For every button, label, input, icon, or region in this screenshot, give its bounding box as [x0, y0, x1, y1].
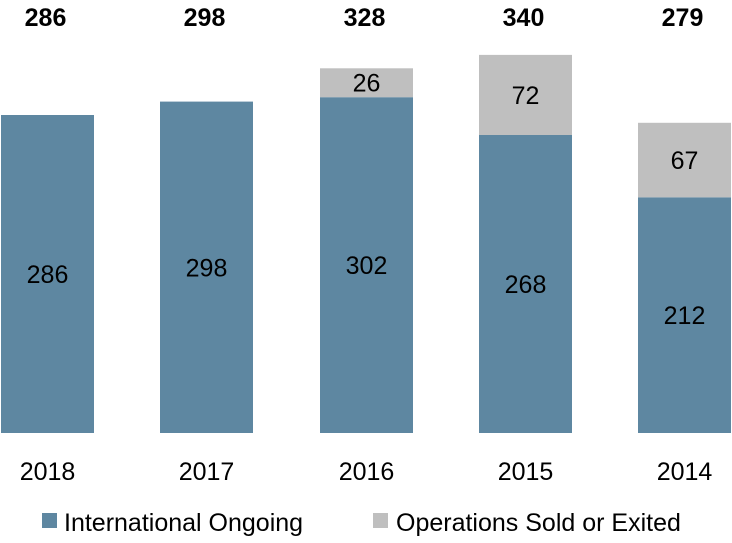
- total-label-2016: 328: [344, 4, 386, 32]
- bar-segment-operations-sold-or-exited-2016: [320, 68, 413, 98]
- x-tick-label-2015: 2015: [498, 458, 554, 486]
- bar-segment-international-ongoing-2018: [1, 115, 94, 433]
- data-label-international-ongoing-2014: 212: [664, 302, 706, 330]
- data-label-international-ongoing-2016: 302: [346, 252, 388, 280]
- data-label-international-ongoing-2015: 268: [505, 271, 547, 299]
- bar-segment-international-ongoing-2015: [479, 135, 572, 433]
- bar-segment-operations-sold-or-exited-2015: [479, 54, 572, 135]
- total-label-2017: 298: [184, 4, 226, 32]
- legend-label-international-ongoing: International Ongoing: [64, 509, 303, 537]
- legend-swatch-operations-sold-or-exited: [373, 513, 388, 528]
- data-label-international-ongoing-2017: 298: [186, 254, 228, 282]
- total-label-2018: 286: [25, 4, 67, 32]
- data-label-international-ongoing-2018: 286: [27, 261, 69, 289]
- data-label-operations-sold-or-exited-2016: 26: [353, 70, 381, 98]
- legend-swatch-international-ongoing: [42, 513, 57, 528]
- x-tick-label-2018: 2018: [20, 458, 76, 486]
- total-label-2014: 279: [662, 4, 704, 32]
- x-tick-label-2016: 2016: [339, 458, 395, 486]
- bar-segment-international-ongoing-2014: [638, 197, 731, 433]
- bar-segment-international-ongoing-2016: [320, 97, 413, 433]
- bar-segment-international-ongoing-2017: [160, 101, 253, 433]
- total-label-2015: 340: [503, 4, 545, 32]
- data-label-operations-sold-or-exited-2015: 72: [512, 82, 540, 110]
- x-tick-label-2014: 2014: [657, 458, 713, 486]
- x-tick-label-2017: 2017: [179, 458, 235, 486]
- bar-segment-operations-sold-or-exited-2014: [638, 122, 731, 198]
- data-label-operations-sold-or-exited-2014: 67: [671, 147, 699, 175]
- legend-label-operations-sold-or-exited: Operations Sold or Exited: [396, 509, 681, 537]
